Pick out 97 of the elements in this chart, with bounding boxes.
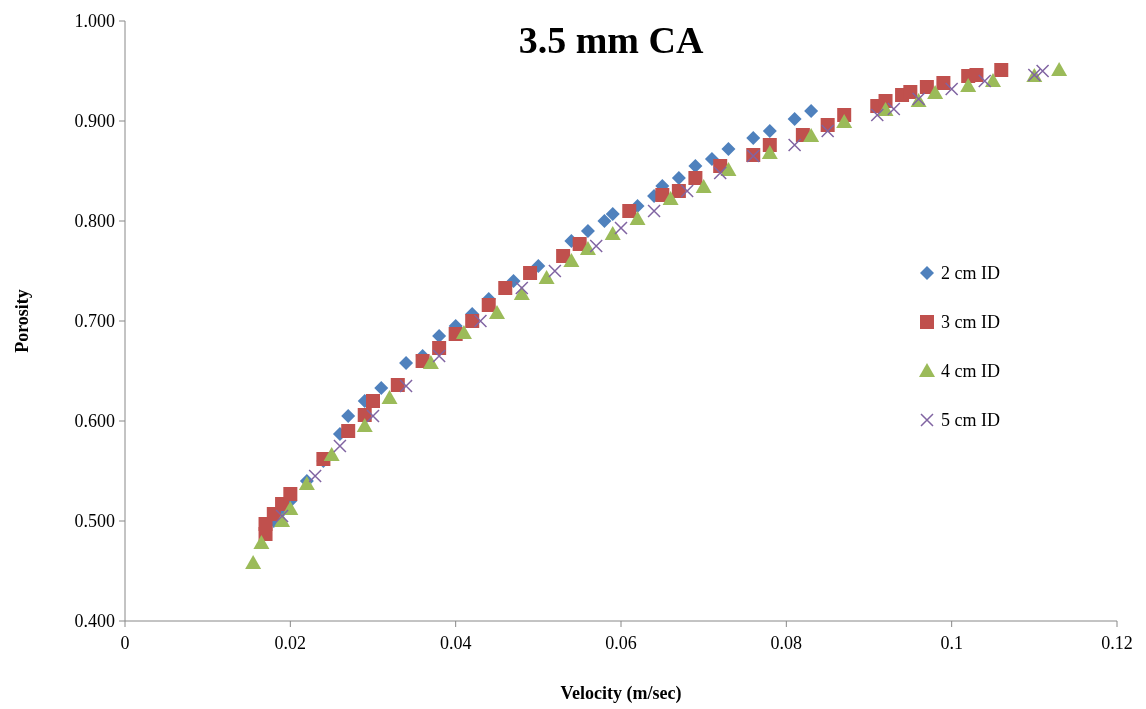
y-tick-label: 1.000: [74, 11, 115, 31]
point: [787, 138, 802, 152]
point: [787, 112, 802, 126]
point: [804, 104, 819, 118]
point: [538, 270, 555, 284]
point: [356, 418, 373, 432]
point: [556, 249, 571, 263]
point: [604, 226, 621, 240]
point: [622, 204, 637, 218]
point: [390, 378, 405, 392]
point: [323, 447, 340, 461]
y-axis-title: Porosity: [12, 289, 32, 353]
point: [695, 179, 712, 193]
point: [580, 224, 595, 238]
point: [655, 188, 670, 202]
point: [253, 535, 270, 549]
legend-label: 5 cm ID: [941, 410, 1000, 430]
legend-label: 4 cm ID: [941, 361, 1000, 381]
point: [820, 124, 835, 138]
point: [919, 80, 934, 94]
y-tick-label: 0.500: [74, 511, 115, 531]
point: [647, 204, 661, 218]
point: [903, 85, 918, 99]
x-tick-label: 0.08: [770, 633, 803, 653]
x-tick-label: 0.1: [940, 633, 963, 653]
point: [465, 314, 480, 328]
x-tick-label: 0.02: [274, 633, 307, 653]
point: [671, 171, 686, 185]
point: [399, 379, 413, 393]
point: [870, 108, 885, 122]
point: [680, 184, 694, 198]
point: [341, 409, 356, 423]
point: [579, 241, 596, 255]
point: [761, 145, 778, 159]
point: [563, 253, 580, 267]
point: [1051, 62, 1068, 76]
point: [977, 74, 992, 88]
point: [688, 159, 703, 173]
point: [713, 166, 727, 180]
point: [308, 469, 322, 483]
point: [994, 63, 1009, 77]
x-tick-label: 0.04: [439, 633, 472, 653]
point: [489, 305, 505, 319]
legend-label: 3 cm ID: [941, 312, 1000, 332]
y-tick-label: 0.900: [74, 111, 115, 131]
point: [455, 325, 472, 339]
y-tick-label: 0.600: [74, 411, 115, 431]
point: [721, 142, 736, 156]
x-tick-label: 0: [120, 633, 130, 653]
x-tick-label: 0.12: [1101, 633, 1133, 653]
point: [341, 424, 356, 438]
point: [762, 124, 777, 138]
point: [597, 214, 612, 228]
point: [836, 114, 853, 128]
point: [515, 281, 529, 295]
x-tick-label: 0.06: [605, 633, 637, 653]
point: [548, 264, 562, 278]
point: [374, 381, 389, 395]
point: [605, 207, 620, 221]
point: [720, 162, 737, 176]
point: [333, 439, 347, 453]
point: [960, 78, 977, 92]
point: [523, 266, 538, 280]
point: [589, 239, 603, 253]
y-tick-label: 0.700: [74, 311, 115, 331]
y-tick-label: 0.800: [74, 211, 115, 231]
point: [381, 390, 398, 404]
point: [366, 394, 380, 408]
point: [473, 314, 488, 328]
point: [614, 221, 628, 235]
point: [422, 355, 439, 369]
point: [275, 509, 289, 523]
point: [944, 82, 959, 96]
point: [245, 555, 262, 569]
point: [1035, 64, 1050, 78]
point: [887, 102, 901, 116]
point: [282, 501, 299, 515]
point: [927, 85, 944, 99]
point: [283, 487, 298, 501]
point: [746, 131, 761, 145]
y-tick-label: 0.400: [74, 611, 115, 631]
point: [803, 128, 820, 142]
point: [662, 191, 679, 205]
point: [629, 211, 646, 225]
point: [688, 171, 703, 185]
point: [969, 68, 984, 82]
point: [399, 356, 414, 370]
chart-title: 3.5 mm CA: [518, 19, 704, 61]
point: [985, 73, 1001, 87]
point: [481, 298, 496, 312]
point: [432, 329, 447, 343]
point: [366, 409, 380, 423]
point: [498, 281, 513, 295]
legend-label: 2 cm ID: [941, 263, 1000, 283]
x-axis-title: Velocity (m/sec): [560, 683, 682, 704]
point: [432, 349, 446, 363]
point: [936, 76, 951, 90]
